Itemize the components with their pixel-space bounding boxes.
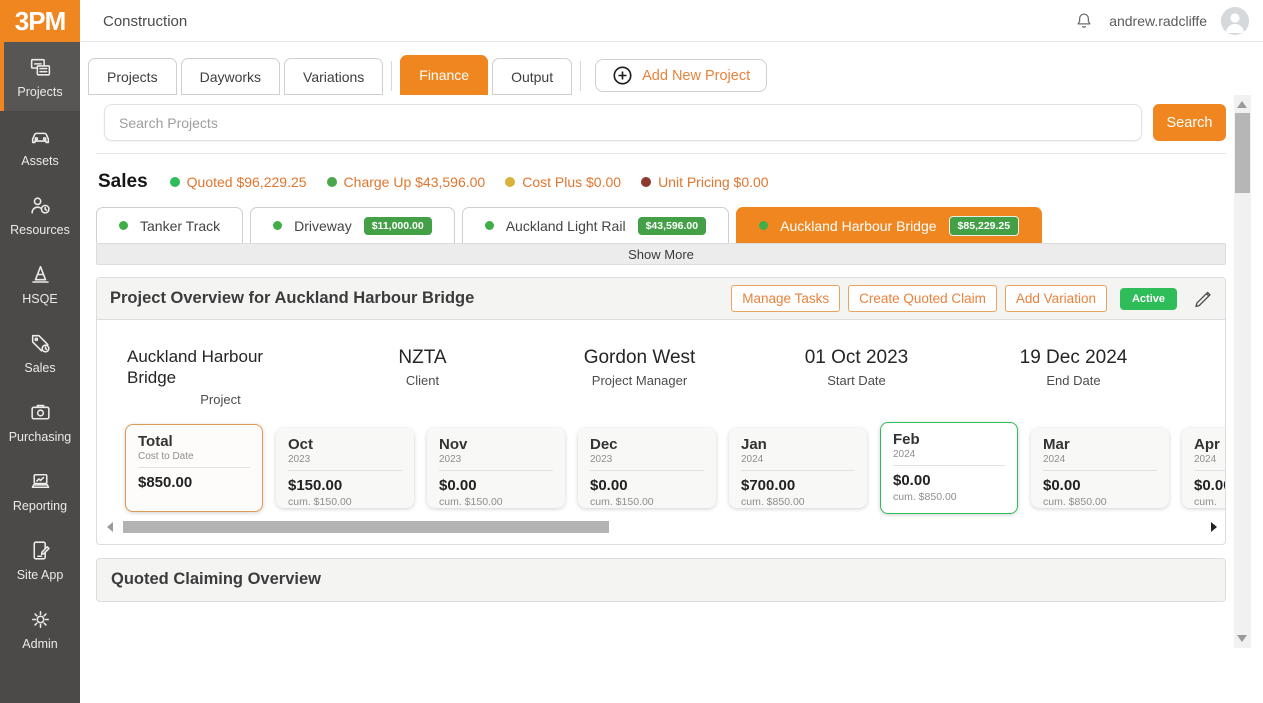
project-details: Auckland Harbour Bridge Project NZTA Cli…: [97, 320, 1225, 417]
legend-dot-icon: [641, 177, 652, 187]
divider: [96, 153, 1226, 154]
month-card-nov[interactable]: Nov 2023 $0.00 cum. $150.00: [427, 427, 565, 508]
sidebar-item-projects[interactable]: Projects: [0, 42, 80, 111]
edit-pencil-icon[interactable]: [1191, 287, 1215, 311]
overview-header: Project Overview for Auckland Harbour Br…: [97, 278, 1225, 320]
month-card-dec[interactable]: Dec 2023 $0.00 cum. $150.00: [578, 427, 716, 508]
sidebar-item-hsqe[interactable]: HSQE: [0, 249, 80, 318]
tab-output[interactable]: Output: [492, 58, 573, 95]
sidebar-item-reporting[interactable]: Reporting: [0, 456, 80, 525]
search-input[interactable]: [104, 104, 1142, 141]
status-dot-icon: [119, 221, 128, 230]
sidebar-item-admin[interactable]: Admin: [0, 594, 80, 663]
month-card-jan[interactable]: Jan 2024 $700.00 cum. $850.00: [729, 427, 867, 508]
add-new-project-button[interactable]: Add New Project: [595, 59, 768, 92]
tab-variations[interactable]: Variations: [284, 58, 384, 95]
detail-project-manager: Gordon West Project Manager: [583, 347, 696, 388]
detail-end-date: 19 Dec 2024 End Date: [1019, 347, 1128, 388]
tab-projects[interactable]: Projects: [88, 58, 177, 95]
sidebar-item-sales[interactable]: Sales: [0, 318, 80, 387]
reporting-icon: [27, 469, 53, 495]
resources-icon: [27, 193, 53, 219]
amount-badge: $85,229.25: [948, 215, 1020, 236]
vertical-scrollbar[interactable]: [1234, 95, 1251, 648]
sidebar: Projects Assets Resources HSQE Sales Pur…: [0, 42, 80, 703]
hsqe-icon: [27, 262, 53, 288]
legend-dot-icon: [326, 177, 337, 187]
assets-icon: [27, 124, 53, 150]
scroll-right-arrow-icon[interactable]: [1211, 521, 1217, 532]
amount-badge: $11,000.00: [363, 216, 432, 235]
sidebar-item-assets[interactable]: Assets: [0, 111, 80, 180]
legend-item: Quoted $96,229.25: [169, 174, 307, 190]
status-dot-icon: [759, 221, 769, 230]
add-variation-button[interactable]: Add Variation: [1004, 285, 1107, 312]
month-card-apr[interactable]: Apr 2024 $0.00 cum.: [1182, 427, 1225, 508]
project-tab-driveway[interactable]: Driveway $11,000.00: [250, 207, 455, 243]
notifications-bell-icon[interactable]: [1073, 10, 1095, 32]
detail-client: NZTA Client: [398, 347, 447, 388]
tab-separator: [391, 61, 393, 91]
content: Search Sales Quoted $96,229.25 Charge Up…: [96, 95, 1226, 602]
app-logo[interactable]: 3PM: [0, 0, 80, 42]
sales-legend: Quoted $96,229.25 Charge Up $43,596.00 C…: [169, 174, 769, 190]
sidebar-item-resources[interactable]: Resources: [0, 180, 80, 249]
project-tab-tanker-track[interactable]: Tanker Track: [96, 207, 244, 243]
purchasing-icon: [27, 400, 53, 426]
status-badge: Active: [1119, 287, 1177, 310]
show-more-button[interactable]: Show More: [96, 243, 1226, 265]
username[interactable]: andrew.radcliffe: [1109, 13, 1207, 29]
detail-start-date: 01 Oct 2023 Start Date: [804, 347, 909, 388]
horizontal-scrollbar[interactable]: [107, 520, 1217, 534]
top-header: 3PM Construction andrew.radcliffe: [0, 0, 1263, 42]
vertical-scroll-thumb[interactable]: [1235, 113, 1250, 193]
legend-dot-icon: [169, 177, 180, 187]
create-quoted-claim-button[interactable]: Create Quoted Claim: [848, 285, 997, 312]
quoted-claiming-panel[interactable]: Quoted Claiming Overview: [96, 557, 1226, 602]
month-card-oct[interactable]: Oct 2023 $150.00 cum. $150.00: [276, 427, 414, 508]
detail-project: Auckland Harbour Bridge Project: [127, 347, 264, 407]
sidebar-item-site-app[interactable]: Site App: [0, 525, 80, 594]
overview-title: Project Overview for Auckland Harbour Br…: [110, 289, 475, 307]
project-overview-panel: Project Overview for Auckland Harbour Br…: [96, 277, 1226, 545]
amount-badge: $43,596.00: [637, 216, 707, 235]
manage-tasks-button[interactable]: Manage Tasks: [731, 285, 841, 312]
sales-heading: Sales: [98, 171, 148, 192]
month-card-total[interactable]: Total Cost to Date $850.00: [125, 423, 263, 512]
scroll-left-arrow-icon[interactable]: [107, 521, 113, 532]
search-button[interactable]: Search: [1153, 104, 1226, 141]
legend-item: Charge Up $43,596.00: [326, 174, 485, 190]
tab-separator: [580, 61, 582, 91]
admin-icon: [27, 607, 53, 633]
legend-item: Cost Plus $0.00: [505, 174, 621, 190]
plus-circle-icon: [613, 66, 632, 85]
scroll-up-arrow-icon[interactable]: [1237, 101, 1247, 108]
quoted-claiming-title: Quoted Claiming Overview: [111, 570, 321, 588]
legend-item: Unit Pricing $0.00: [641, 174, 769, 190]
project-tabs: Tanker Track Driveway $11,000.00 Aucklan…: [96, 207, 1226, 243]
tab-finance[interactable]: Finance: [400, 55, 489, 95]
site-app-icon: [27, 538, 53, 564]
projects-icon: [27, 55, 53, 81]
status-dot-icon: [484, 221, 494, 230]
sales-icon: [27, 331, 53, 357]
page-title: Construction: [103, 12, 188, 30]
project-tab-auckland-light-rail[interactable]: Auckland Light Rail $43,596.00: [461, 207, 730, 243]
main-tabbar: Projects Dayworks Variations Finance Output A…: [88, 55, 768, 95]
project-tab-auckland-harbour-bridge[interactable]: Auckland Harbour Bridge $85,229.25: [736, 207, 1043, 243]
sidebar-item-purchasing[interactable]: Purchasing: [0, 387, 80, 456]
month-cards-strip: Total Cost to Date $850.00 Oct 2023 $150…: [97, 417, 1225, 517]
tab-dayworks[interactable]: Dayworks: [180, 58, 281, 95]
month-card-feb[interactable]: Feb 2024 $0.00 cum. $850.00: [880, 421, 1018, 514]
horizontal-scroll-thumb[interactable]: [123, 520, 609, 533]
avatar[interactable]: [1221, 7, 1249, 35]
status-dot-icon: [273, 221, 283, 230]
scroll-down-arrow-icon[interactable]: [1237, 635, 1247, 642]
month-card-mar[interactable]: Mar 2024 $0.00 cum. $850.00: [1031, 427, 1169, 508]
legend-dot-icon: [505, 177, 516, 187]
